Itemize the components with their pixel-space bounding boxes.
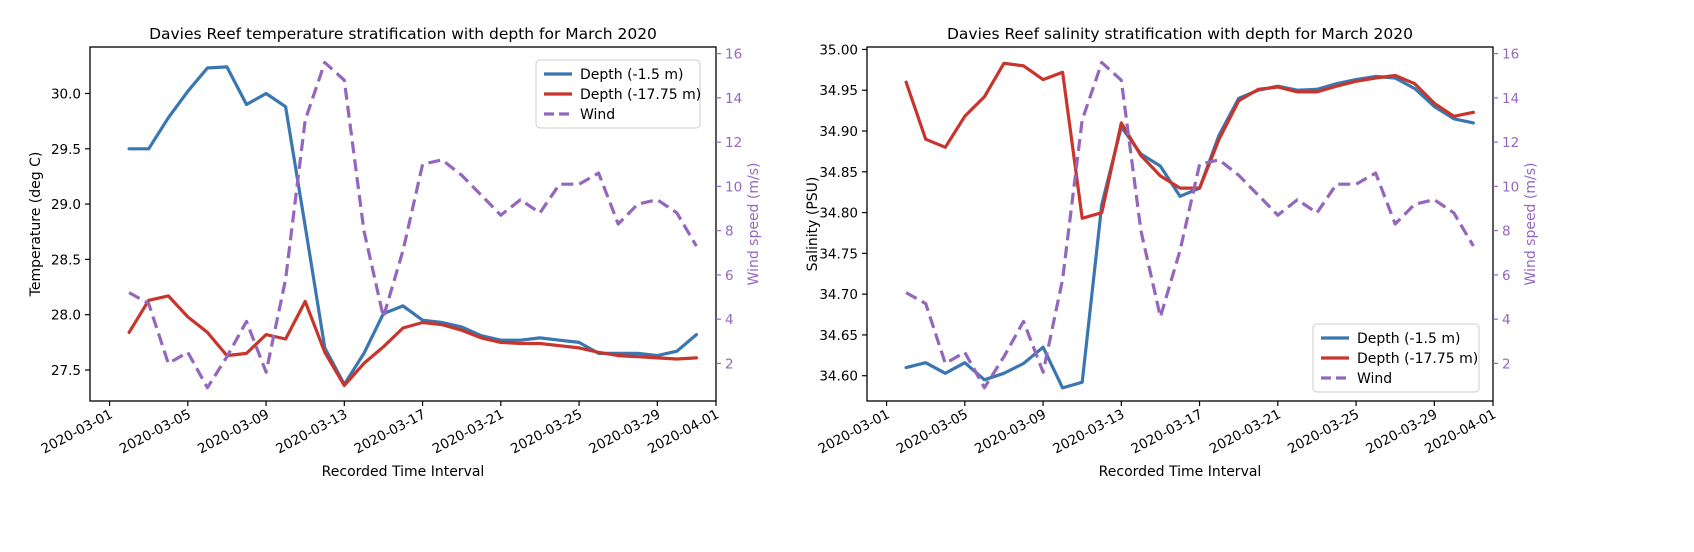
legend-label: Depth (-1.5 m) xyxy=(580,67,683,83)
legend-box xyxy=(535,59,701,129)
x-axis-label: Recorded Time Interval xyxy=(322,464,485,480)
x-tick-label: 2020-03-05 xyxy=(894,406,971,457)
x-tick-label: 2020-03-21 xyxy=(1207,406,1284,457)
y-tick-label: 34.65 xyxy=(819,328,858,344)
y-tick-label: 34.70 xyxy=(819,287,858,303)
salinity-chart: 2020-03-01 2020-03-05 2020-03-09 2020-03-13… xyxy=(805,25,1539,480)
y-tick-label: 34.85 xyxy=(819,165,858,181)
x-tick-label: 2020-03-13 xyxy=(273,406,350,457)
y2-tick-label: 16 xyxy=(725,47,742,63)
legend-box xyxy=(1312,323,1480,393)
legend-label: Wind xyxy=(580,107,615,123)
y-tick-label: 34.75 xyxy=(819,246,858,262)
y-tick-label: 29.5 xyxy=(51,142,81,158)
y-axis-label: Temperature (deg C) xyxy=(28,152,44,298)
x-tick-label: 2020-03-01 xyxy=(816,406,893,457)
y2-tick-label: 8 xyxy=(1502,224,1511,240)
x-axis-label: Recorded Time Interval xyxy=(1099,464,1262,480)
y-tick-label: 28.0 xyxy=(51,308,81,324)
y2-tick-label: 14 xyxy=(1502,91,1519,107)
x-tick-label: 2020-03-25 xyxy=(508,406,585,457)
y2-tick-label: 16 xyxy=(1502,47,1519,63)
y2-tick-label: 12 xyxy=(1502,135,1519,151)
x-tick-label: 2020-03-09 xyxy=(972,406,1049,457)
legend: Depth (-1.5 m) Depth (-17.75 m) Wind xyxy=(535,59,701,129)
series-line-wind xyxy=(128,60,698,390)
y-tick-label: 34.90 xyxy=(819,124,858,140)
x-tick-label: 2020-03-01 xyxy=(39,406,116,457)
y2-tick-label: 2 xyxy=(725,356,734,372)
plot-frame xyxy=(866,46,1494,402)
legend-label: Wind xyxy=(1357,371,1392,387)
y2-tick-label: 6 xyxy=(1502,268,1511,284)
x-tick-label: 2020-03-09 xyxy=(195,406,272,457)
plot-frame xyxy=(89,46,717,402)
y-tick-label: 28.5 xyxy=(51,252,81,268)
y-tick-label: 34.95 xyxy=(819,83,858,99)
series-line-wind xyxy=(905,60,1475,390)
x-tick-label: 2020-03-17 xyxy=(1129,406,1206,457)
y-tick-label: 30.0 xyxy=(51,86,81,102)
legend-label: Depth (-1.5 m) xyxy=(1357,331,1460,347)
x-tick-label: 2020-03-25 xyxy=(1285,406,1362,457)
y-tick-label: 29.0 xyxy=(51,197,81,213)
y2-tick-label: 10 xyxy=(1502,179,1519,195)
x-tick-label: 2020-03-21 xyxy=(430,406,507,457)
y2-tick-label: 4 xyxy=(725,312,734,328)
legend-label: Depth (-17.75 m) xyxy=(580,87,701,103)
x-tick-label: 2020-03-17 xyxy=(352,406,429,457)
y2-tick-label: 4 xyxy=(1502,312,1511,328)
y-tick-label: 27.5 xyxy=(51,363,81,379)
legend-label: Depth (-17.75 m) xyxy=(1357,351,1478,367)
y2-tick-label: 10 xyxy=(725,179,742,195)
y-tick-label: 34.80 xyxy=(819,206,858,222)
y-axis-label: Salinity (PSU) xyxy=(805,177,821,272)
y2-tick-label: 2 xyxy=(1502,356,1511,372)
series-line-depth-17-75-m xyxy=(127,294,699,388)
x-tick-label: 2020-03-05 xyxy=(117,406,194,457)
x-tick-label: 2020-03-13 xyxy=(1050,406,1127,457)
y2-tick-label: 6 xyxy=(725,268,734,284)
temperature-chart: 2020-03-01 2020-03-05 2020-03-09 2020-03-13… xyxy=(28,25,762,480)
y-tick-label: 35.00 xyxy=(819,42,858,58)
y2-axis-label: Wind speed (m/s) xyxy=(1523,163,1539,286)
chart-title: Davies Reef salinity stratification with… xyxy=(947,25,1413,43)
y2-tick-label: 12 xyxy=(725,135,742,151)
y-tick-label: 34.60 xyxy=(819,369,858,385)
y2-tick-label: 8 xyxy=(725,224,734,240)
legend: Depth (-1.5 m) Depth (-17.75 m) Wind xyxy=(1312,323,1480,393)
chart-title: Davies Reef temperature stratification w… xyxy=(149,25,657,43)
series-line-depth-17-75-m xyxy=(904,61,1476,220)
y2-tick-label: 14 xyxy=(725,91,742,107)
y2-axis-label: Wind speed (m/s) xyxy=(746,163,762,286)
